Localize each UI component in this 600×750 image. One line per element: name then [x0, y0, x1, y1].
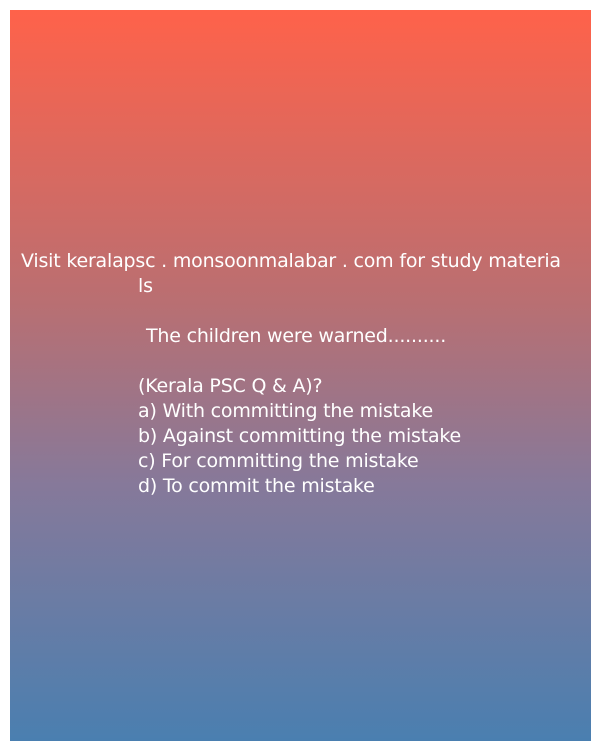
promo-text-line1: Visit keralapsc . monsoonmalabar . com f… — [21, 250, 561, 272]
option-c: c) For committing the mistake — [138, 450, 419, 472]
option-a: a) With committing the mistake — [138, 400, 433, 422]
question-text: The children were warned.......... — [146, 325, 447, 347]
option-b: b) Against committing the mistake — [138, 425, 462, 447]
question-source: (Kerala PSC Q & A)? — [138, 375, 323, 397]
question-card: Visit keralapsc . monsoonmalabar . com f… — [10, 10, 591, 741]
promo-text-line2: ls — [138, 275, 153, 297]
option-d: d) To commit the mistake — [138, 475, 375, 497]
